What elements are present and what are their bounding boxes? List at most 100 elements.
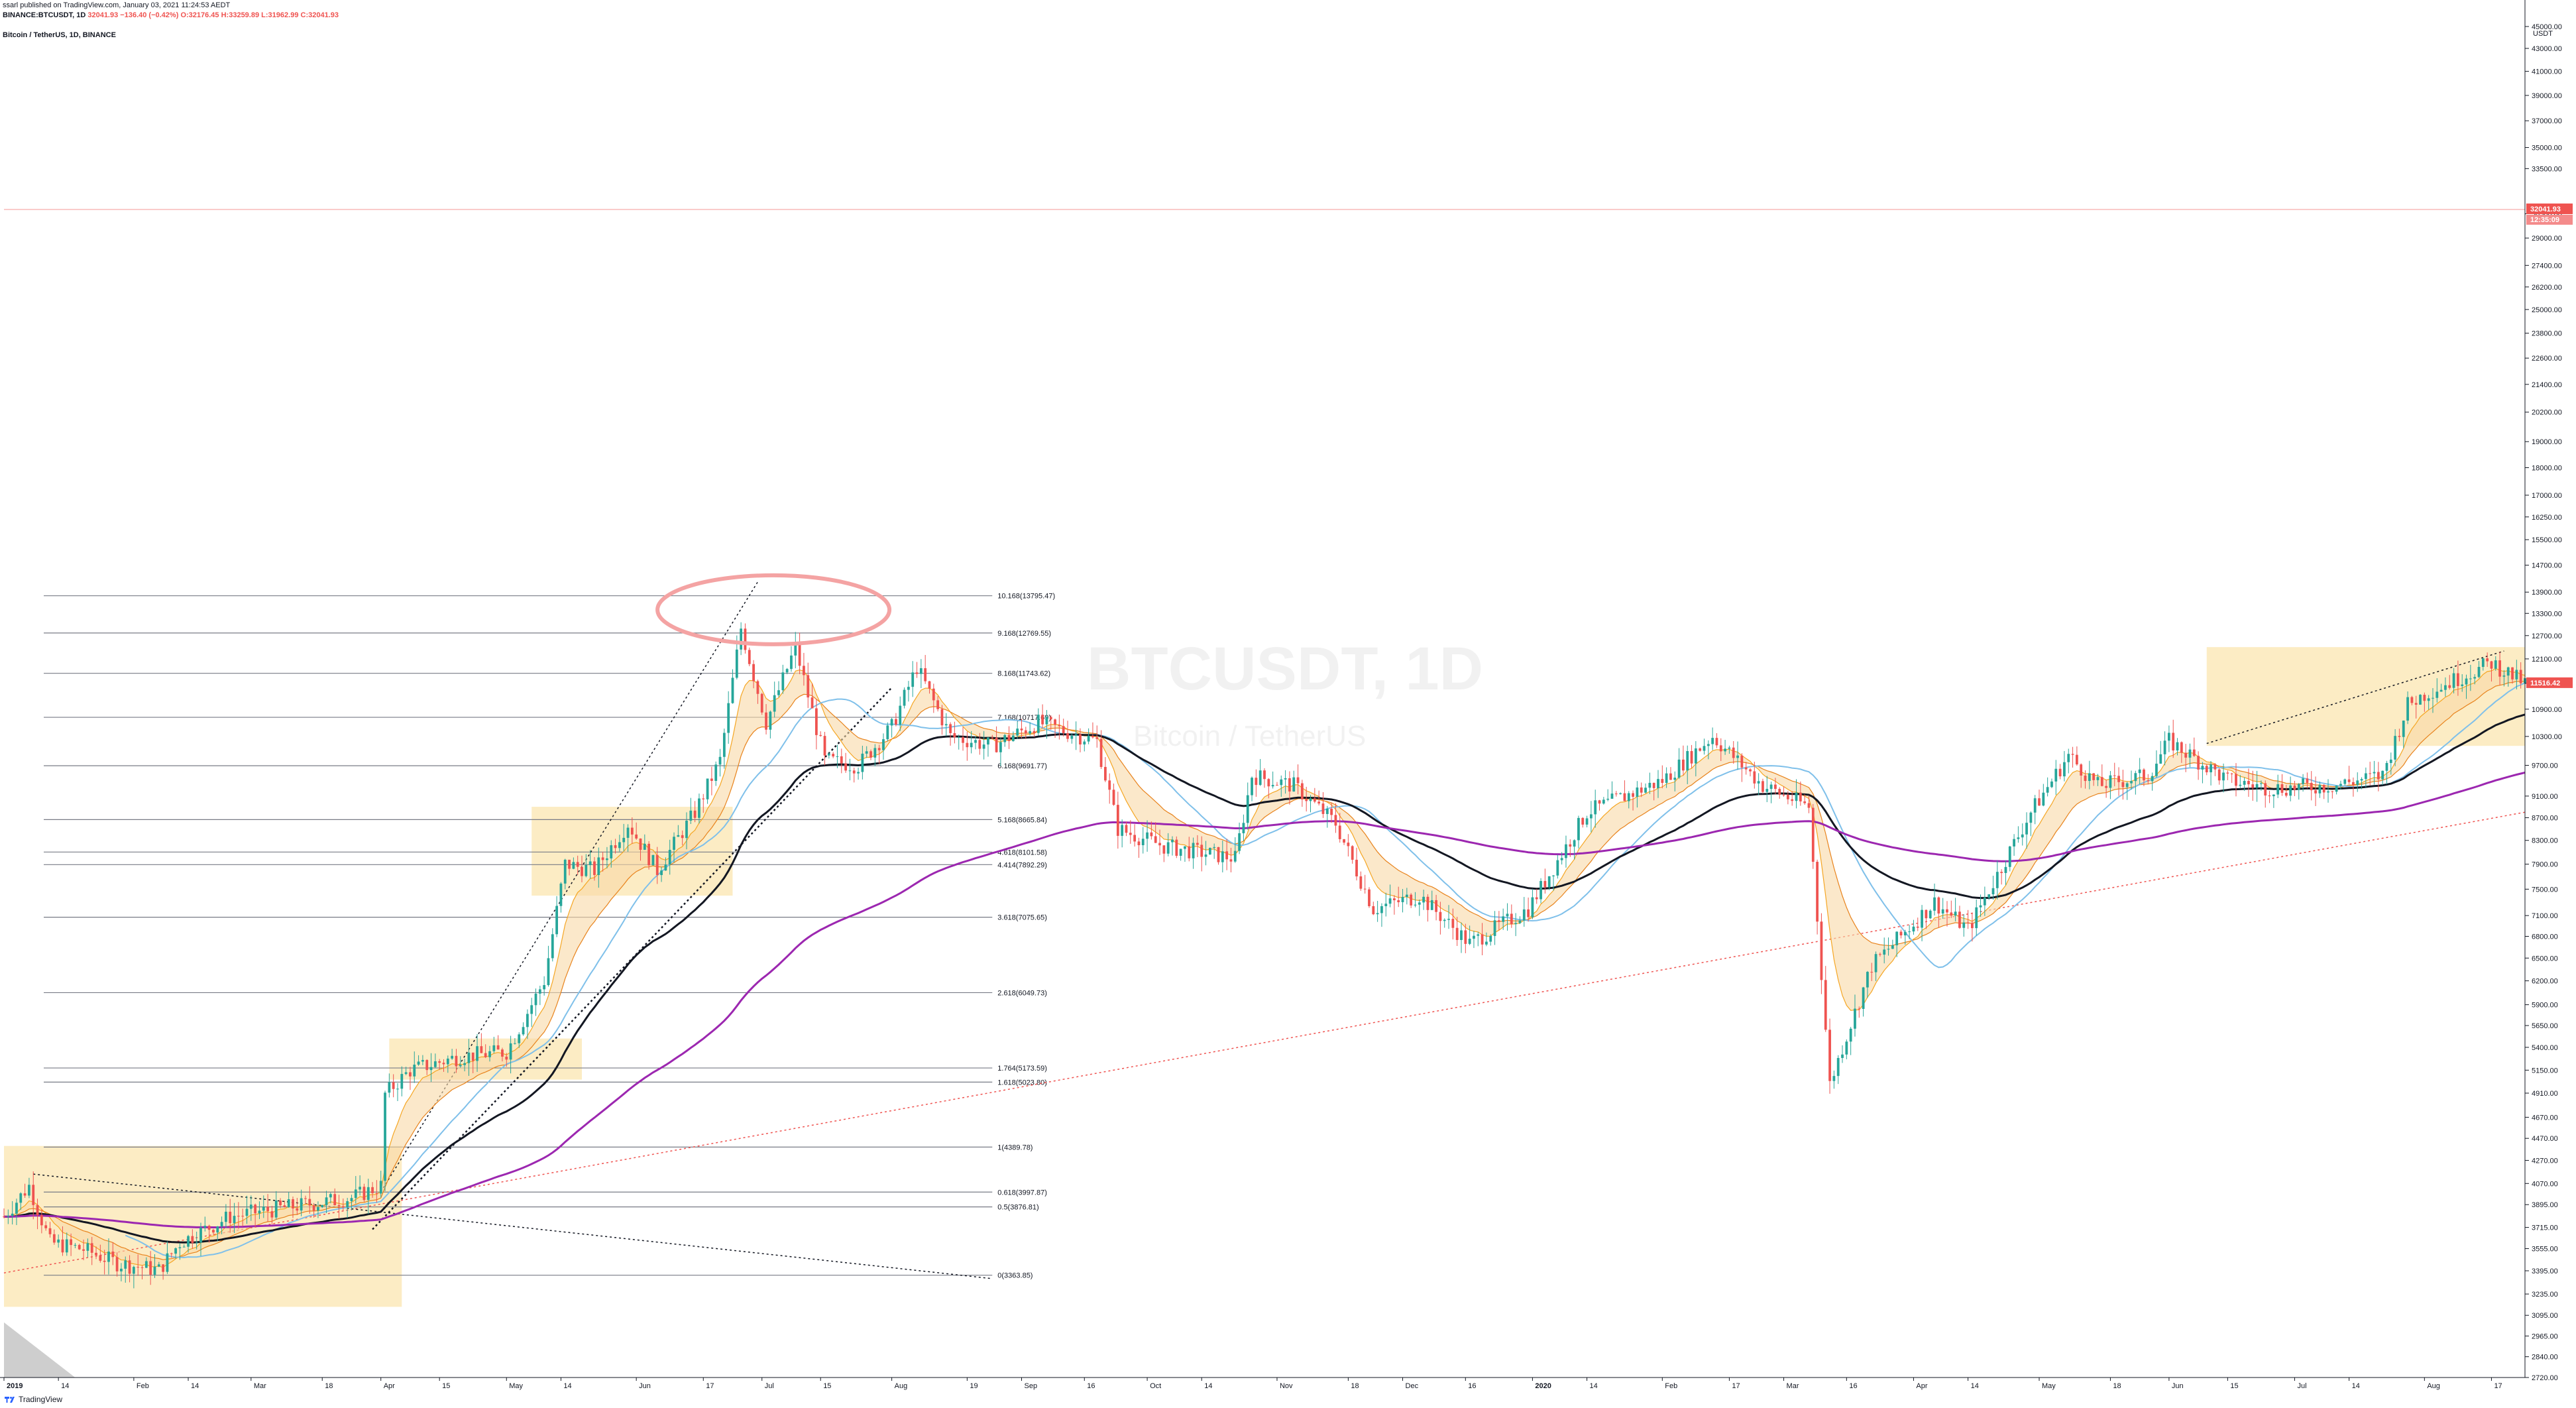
candle-body [568, 859, 571, 869]
candle-body [1410, 894, 1413, 906]
candle-body [1141, 839, 1145, 846]
candle-body [2322, 785, 2325, 793]
candle-body [999, 742, 1002, 752]
candle-body [1146, 832, 1148, 839]
candle-body [115, 1257, 119, 1271]
candle-body [2276, 784, 2280, 795]
candle-body [606, 858, 608, 860]
candle-body [2147, 780, 2150, 782]
candle-body [1769, 784, 1773, 790]
x-tick-label: Feb [1665, 1382, 1677, 1390]
candle-body [346, 1201, 349, 1208]
candle-body [639, 838, 642, 850]
candle-body [467, 1052, 471, 1063]
candle-body [2486, 658, 2489, 662]
candle-body [36, 1204, 39, 1216]
candle-body [2013, 839, 2015, 847]
countdown-tag [2526, 215, 2573, 225]
candle-body [1029, 731, 1032, 734]
x-tick-label: Aug [895, 1382, 908, 1390]
candle-body [614, 845, 617, 849]
ohlc-high: H:33259.89 [221, 11, 260, 19]
candle-body [1565, 844, 1567, 858]
candle-body [2498, 660, 2501, 677]
candle-body [1640, 787, 1643, 793]
candle-body [2343, 779, 2347, 784]
candle-body [505, 1056, 508, 1060]
fib-label-11: 1.618(5023.80) [997, 1079, 1047, 1086]
candle-body [203, 1226, 207, 1228]
candle-body [1388, 898, 1392, 904]
last-price-tag-text: 11516.42 [2530, 679, 2560, 687]
current-price-tag-text: 32041.93 [2530, 205, 2561, 213]
candle-body [2197, 756, 2200, 770]
candle-body [1376, 913, 1379, 915]
candle-body [1372, 906, 1375, 915]
candle-body [132, 1267, 135, 1274]
x-tick-label: Jul [2297, 1382, 2306, 1390]
candle-body [107, 1251, 110, 1262]
candle-body [526, 1014, 529, 1027]
candle-body [785, 669, 789, 673]
candle-body [11, 1213, 14, 1216]
candle-body [279, 1201, 282, 1206]
ohlc-open: O:32176.45 [180, 11, 219, 19]
candle-body [2226, 772, 2229, 774]
x-tick-label: Mar [254, 1382, 266, 1390]
y-tick-label: 4470.00 [2532, 1135, 2558, 1143]
candle-body [2021, 834, 2024, 838]
y-tick-label: 4910.00 [2532, 1090, 2558, 1098]
candle-body [162, 1264, 165, 1272]
candle-body [2385, 762, 2388, 771]
candle-body [1531, 897, 1534, 917]
candle-body [1125, 825, 1128, 833]
candle-body [563, 859, 567, 884]
candle-body [2025, 823, 2028, 835]
candle-body [1895, 931, 1899, 945]
candle-body [2432, 697, 2434, 699]
candle-body [1414, 904, 1417, 906]
candle-body [576, 862, 579, 867]
pane-title: Bitcoin / TetherUS, 1D, BINANCE [3, 31, 116, 39]
candle-body [1343, 839, 1345, 843]
candle-body [718, 756, 722, 765]
candle-body [1154, 836, 1157, 843]
candle-body [425, 1060, 429, 1071]
candle-body [2251, 784, 2255, 788]
candle-body [404, 1072, 408, 1075]
candle-body [911, 672, 915, 687]
candle-body [1116, 805, 1119, 836]
candle-body [1074, 734, 1078, 736]
candle-body [1824, 980, 1827, 1030]
candle-body [1677, 759, 1681, 778]
ohlc-low: L:31962.99 [261, 11, 299, 19]
candle-body [727, 703, 730, 733]
candle-body [371, 1187, 374, 1193]
candle-body [2381, 770, 2384, 780]
candle-body [593, 861, 596, 875]
candle-body [1577, 817, 1580, 841]
candle-body [748, 650, 751, 664]
candle-body [103, 1260, 106, 1262]
candle-body [2042, 792, 2045, 806]
candle-body [2117, 776, 2120, 782]
candle-body [2448, 685, 2451, 688]
candle-body [2201, 766, 2204, 770]
candle-body [1184, 846, 1186, 849]
candle-body [492, 1045, 496, 1051]
candle-body [635, 834, 638, 839]
candle-body [710, 778, 713, 781]
candle-body [501, 1049, 504, 1057]
candle-body [1899, 931, 1903, 936]
candle-body [2515, 670, 2518, 679]
candle-body [610, 845, 613, 858]
y-tick-label: 29000.00 [2532, 235, 2562, 243]
candle-body [2302, 778, 2304, 784]
candle-body [689, 810, 693, 821]
y-tick-label: 5400.00 [2532, 1044, 2558, 1052]
candle-body [1690, 750, 1693, 764]
candle-body [2327, 791, 2329, 793]
candle-body [1485, 941, 1488, 945]
candle-body [1623, 793, 1626, 801]
